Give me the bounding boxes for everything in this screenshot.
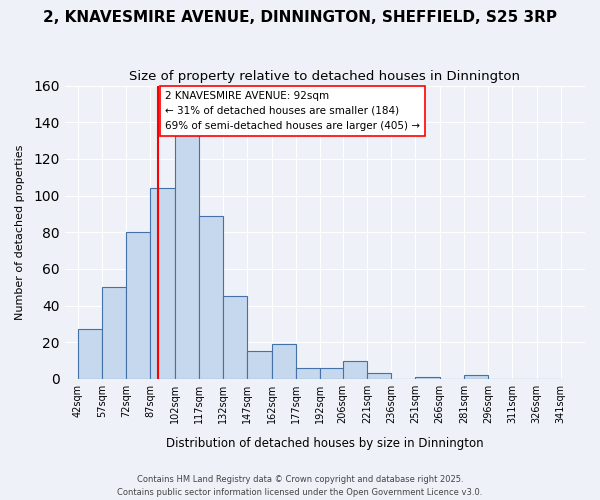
Bar [247, 352, 272, 379]
Bar [199, 216, 223, 379]
X-axis label: Distribution of detached houses by size in Dinnington: Distribution of detached houses by size … [166, 437, 484, 450]
Bar [102, 287, 126, 379]
Title: Size of property relative to detached houses in Dinnington: Size of property relative to detached ho… [130, 70, 520, 83]
Bar [320, 368, 344, 379]
Bar [343, 360, 367, 379]
Bar [296, 368, 320, 379]
Bar [126, 232, 151, 379]
Text: 2 KNAVESMIRE AVENUE: 92sqm
← 31% of detached houses are smaller (184)
69% of sem: 2 KNAVESMIRE AVENUE: 92sqm ← 31% of deta… [165, 91, 420, 130]
Bar [175, 135, 199, 379]
Bar [77, 330, 102, 379]
Bar [272, 344, 296, 379]
Text: Contains HM Land Registry data © Crown copyright and database right 2025.
Contai: Contains HM Land Registry data © Crown c… [118, 476, 482, 497]
Bar [223, 296, 247, 379]
Bar [151, 188, 175, 379]
Text: 2, KNAVESMIRE AVENUE, DINNINGTON, SHEFFIELD, S25 3RP: 2, KNAVESMIRE AVENUE, DINNINGTON, SHEFFI… [43, 10, 557, 25]
Y-axis label: Number of detached properties: Number of detached properties [15, 144, 25, 320]
Bar [415, 377, 440, 379]
Bar [367, 374, 391, 379]
Bar [464, 375, 488, 379]
